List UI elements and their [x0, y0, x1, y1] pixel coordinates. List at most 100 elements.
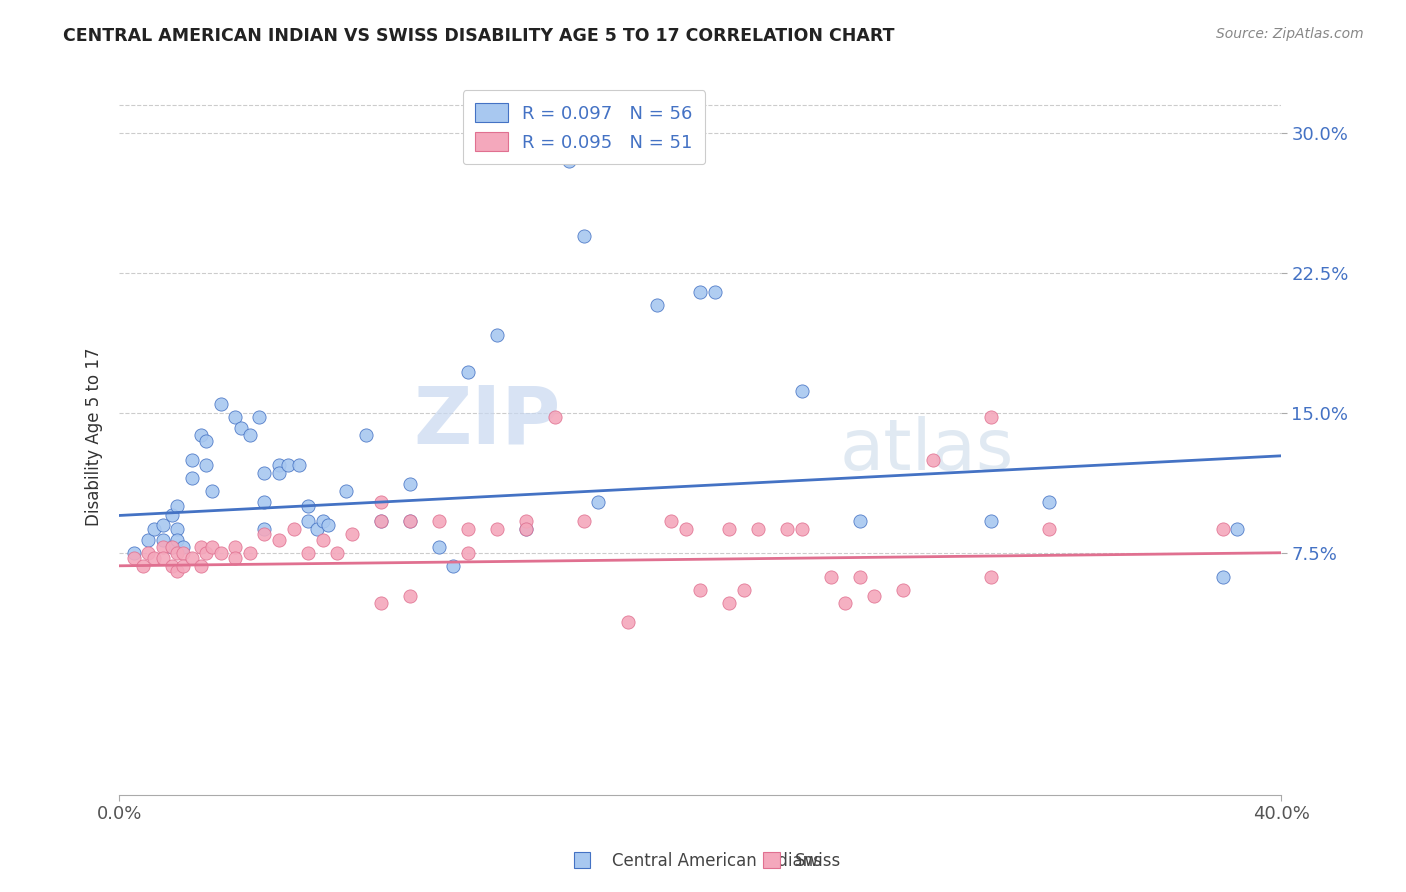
Point	[283, 522, 305, 536]
Point	[427, 514, 450, 528]
Point	[659, 514, 682, 528]
Legend: R = 0.097   N = 56, R = 0.095   N = 51: R = 0.097 N = 56, R = 0.095 N = 51	[463, 90, 706, 164]
Point	[166, 499, 188, 513]
Point	[921, 452, 943, 467]
Point	[457, 546, 479, 560]
Point	[311, 533, 333, 547]
Point	[515, 522, 537, 536]
Point	[297, 514, 319, 528]
Text: atlas: atlas	[839, 416, 1014, 485]
Point	[195, 434, 218, 448]
Point	[1212, 522, 1234, 536]
Point	[253, 466, 276, 480]
Point	[152, 533, 174, 547]
Point	[297, 499, 319, 513]
Point	[849, 514, 872, 528]
Text: Swiss: Swiss	[794, 852, 841, 870]
Point	[239, 546, 262, 560]
Point	[166, 565, 188, 579]
Point	[267, 458, 290, 472]
Point	[224, 540, 246, 554]
Point	[849, 570, 872, 584]
Point	[340, 527, 363, 541]
Point	[834, 596, 856, 610]
Point	[180, 452, 202, 467]
Point	[398, 476, 420, 491]
Point	[689, 285, 711, 299]
Point	[122, 551, 145, 566]
Point	[457, 365, 479, 379]
Point	[790, 384, 813, 398]
Point	[980, 570, 1002, 584]
Point	[143, 551, 166, 566]
Point	[224, 551, 246, 566]
Point	[326, 546, 349, 560]
Point	[136, 546, 159, 560]
Point	[136, 533, 159, 547]
Point	[231, 421, 253, 435]
Point	[267, 466, 290, 480]
Point	[288, 458, 311, 472]
Point	[209, 397, 232, 411]
Point	[370, 514, 392, 528]
Point	[457, 522, 479, 536]
Point	[544, 409, 567, 424]
Point	[515, 522, 537, 536]
Point	[675, 522, 697, 536]
Point	[398, 514, 420, 528]
Point	[398, 514, 420, 528]
Point	[172, 546, 194, 560]
Point	[485, 522, 508, 536]
Point	[790, 522, 813, 536]
Point	[311, 514, 333, 528]
Point	[616, 615, 638, 629]
Point	[152, 551, 174, 566]
Point	[160, 540, 183, 554]
Point	[689, 582, 711, 597]
Point	[172, 558, 194, 573]
Point	[398, 589, 420, 603]
Point	[166, 533, 188, 547]
Point	[166, 546, 188, 560]
Point	[190, 558, 212, 573]
Point	[354, 428, 377, 442]
Point	[172, 540, 194, 554]
Point	[980, 514, 1002, 528]
Point	[515, 514, 537, 528]
Point	[277, 458, 299, 472]
Text: CENTRAL AMERICAN INDIAN VS SWISS DISABILITY AGE 5 TO 17 CORRELATION CHART: CENTRAL AMERICAN INDIAN VS SWISS DISABIL…	[63, 27, 894, 45]
Point	[247, 409, 270, 424]
Point	[1038, 522, 1060, 536]
Point	[572, 228, 595, 243]
Text: Central American Indians: Central American Indians	[612, 852, 821, 870]
Point	[180, 471, 202, 485]
Point	[201, 484, 224, 499]
Point	[572, 514, 595, 528]
Point	[1212, 570, 1234, 584]
Point	[335, 484, 357, 499]
Point	[588, 495, 610, 509]
Point	[201, 540, 224, 554]
Point	[863, 589, 886, 603]
Point	[190, 540, 212, 554]
Point	[370, 596, 392, 610]
Point	[143, 522, 166, 536]
Point	[195, 546, 218, 560]
Point	[195, 458, 218, 472]
Point	[131, 558, 153, 573]
Point	[441, 558, 464, 573]
Point	[297, 546, 319, 560]
Point	[160, 558, 183, 573]
Point	[166, 522, 188, 536]
Point	[718, 596, 741, 610]
Point	[305, 522, 328, 536]
Point	[318, 517, 340, 532]
Point	[239, 428, 262, 442]
Point	[820, 570, 842, 584]
Point	[253, 527, 276, 541]
Point	[209, 546, 232, 560]
Point	[427, 540, 450, 554]
Point	[893, 582, 915, 597]
Text: Source: ZipAtlas.com: Source: ZipAtlas.com	[1216, 27, 1364, 41]
Point	[253, 522, 276, 536]
